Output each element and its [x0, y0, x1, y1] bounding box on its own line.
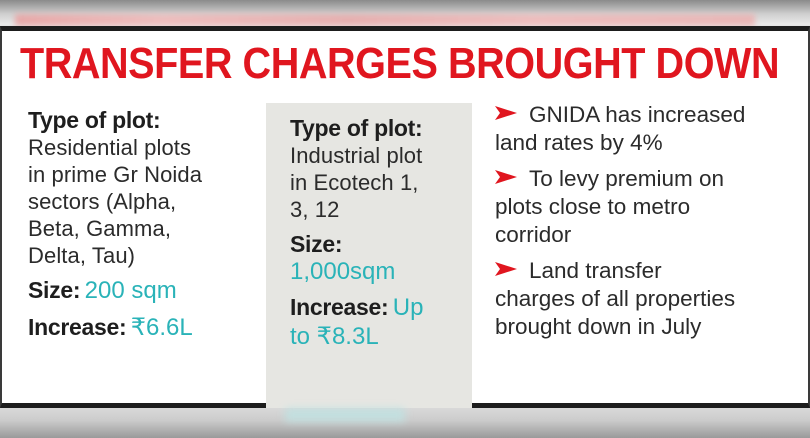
- industrial-increase-value: Up: [392, 294, 424, 321]
- blurred-reflection: [285, 408, 405, 422]
- residential-size-value: 200 sqm: [84, 277, 177, 304]
- industrial-increase-value-cont: to ₹8.3L: [290, 323, 379, 350]
- blurred-previous-headline: [15, 14, 755, 26]
- industrial-type-label: Type of plot:: [290, 115, 423, 141]
- industrial-column: Type of plot: Industrial plot in Ecotech…: [290, 115, 470, 351]
- residential-type-line: sectors (Alpha,: [28, 189, 177, 214]
- bullet-line: land rates by 4%: [495, 130, 663, 155]
- bullet-line: corridor: [495, 222, 572, 247]
- bullet-line: To levy premium on: [529, 166, 725, 191]
- industrial-type-line: in Ecotech 1,: [290, 170, 419, 195]
- bullet-line: Land transfer: [529, 258, 662, 283]
- industrial-increase-row: Increase: Up to ₹8.3L: [290, 294, 470, 351]
- residential-increase-label: Increase:: [28, 314, 127, 340]
- industrial-size-row: Size: 1,000sqm: [290, 231, 470, 286]
- residential-size-row: Size: 200 sqm: [28, 277, 268, 305]
- residential-type-label: Type of plot:: [28, 107, 161, 133]
- infobox-card: TRANSFER CHARGES BROUGHT DOWN Type of pl…: [0, 26, 810, 408]
- industrial-panel-background: [266, 103, 472, 408]
- residential-increase-value: ₹6.6L: [130, 314, 193, 341]
- industrial-size-label: Size:: [290, 231, 343, 257]
- residential-column: Type of plot: Residential plots in prime…: [28, 107, 268, 342]
- bullet-line: GNIDA has increased: [529, 102, 746, 127]
- residential-increase-row: Increase: ₹6.6L: [28, 313, 268, 342]
- bullet-line: brought down in July: [495, 314, 702, 339]
- headline: TRANSFER CHARGES BROUGHT DOWN: [20, 39, 780, 88]
- bullet-line: charges of all properties: [495, 286, 736, 311]
- industrial-size-value: 1,000sqm: [290, 258, 396, 285]
- red-arrow-bullet-icon: [495, 170, 517, 184]
- residential-type-line: Delta, Tau): [28, 243, 136, 268]
- bullet-item: Land transfer charges of all properties …: [495, 257, 805, 341]
- bullet-item: To levy premium on plots close to metro …: [495, 165, 805, 249]
- residential-size-label: Size:: [28, 277, 81, 303]
- industrial-type-line: 3, 12: [290, 197, 340, 222]
- residential-type-line: in prime Gr Noida: [28, 162, 203, 187]
- bullet-list: GNIDA has increased land rates by 4% To …: [495, 101, 805, 349]
- industrial-increase-label: Increase:: [290, 294, 389, 320]
- residential-type-line: Beta, Gamma,: [28, 216, 172, 241]
- red-arrow-bullet-icon: [495, 262, 517, 276]
- bullet-line: plots close to metro: [495, 194, 691, 219]
- red-arrow-bullet-icon: [495, 106, 517, 120]
- bottom-page-shadow: [0, 408, 810, 438]
- bullet-item: GNIDA has increased land rates by 4%: [495, 101, 805, 157]
- industrial-type-line: Industrial plot: [290, 143, 423, 168]
- residential-type-line: Residential plots: [28, 135, 192, 160]
